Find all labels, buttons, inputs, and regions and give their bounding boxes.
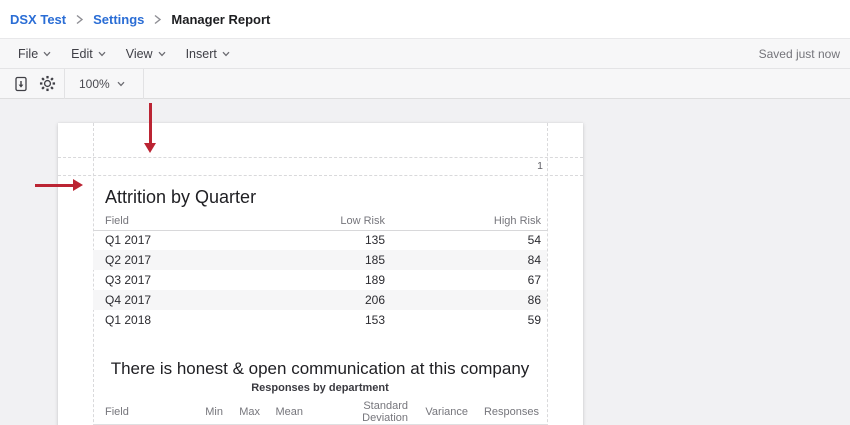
column-header: Low Risk [340, 214, 385, 227]
document-canvas: 1 Attrition by Quarter Field Low Risk High… [0, 99, 850, 425]
report-widget-communication[interactable]: There is honest & open communication at … [93, 358, 547, 425]
page-number: 1 [537, 160, 543, 172]
chevron-right-icon [153, 14, 162, 25]
table-cell: 153 [364, 313, 385, 327]
table-row: Q2 2017 185 84 [93, 250, 547, 270]
column-header: Variance [425, 406, 468, 418]
table-cell: 54 [527, 233, 541, 248]
menu-bar: File Edit View Insert Saved just now [0, 39, 850, 69]
menu-file-label: File [18, 46, 39, 61]
table-cell: 206 [364, 293, 385, 307]
table-row: Q3 2017 189 67 [93, 270, 547, 290]
table-cell: Q1 2017 [105, 233, 152, 248]
widget-title: There is honest & open communication at … [110, 359, 530, 378]
column-header: Field [105, 214, 129, 227]
menu-file[interactable]: File [8, 39, 61, 68]
table-header-row: Field Min Max Mean Standard Deviation Varianc… [93, 400, 547, 425]
table-cell: 189 [364, 273, 385, 287]
menu-edit-label: Edit [71, 46, 93, 61]
column-header: Field [105, 406, 129, 418]
chevron-down-icon [117, 81, 125, 86]
menu-view[interactable]: View [116, 39, 176, 68]
column-header: Mean [275, 406, 303, 418]
menu-insert[interactable]: Insert [176, 39, 240, 68]
toolbar-divider [64, 68, 65, 99]
table-cell: 86 [527, 293, 541, 307]
column-header: High Risk [493, 214, 541, 227]
table-cell: Q4 2017 [105, 293, 152, 307]
chevron-down-icon [43, 51, 51, 56]
chevron-down-icon [222, 51, 230, 56]
table-cell: 185 [364, 253, 385, 267]
header-margin-guide [58, 157, 583, 158]
table-cell: Q3 2017 [105, 273, 152, 287]
toolbar-divider [142, 68, 144, 99]
table-cell: 67 [527, 273, 541, 287]
breadcrumb-link-settings[interactable]: Settings [93, 11, 145, 27]
breadcrumb-current-page: Manager Report [171, 11, 271, 27]
table-cell: 84 [527, 253, 541, 267]
menu-insert-label: Insert [185, 46, 217, 61]
export-report-icon [15, 76, 27, 91]
breadcrumb: DSX Test Settings Manager Report [0, 0, 850, 39]
table-cell: 135 [364, 233, 385, 248]
menu-edit[interactable]: Edit [61, 39, 116, 68]
column-header: Max [239, 406, 260, 418]
column-header: Standard Deviation [362, 400, 408, 424]
report-page[interactable]: 1 Attrition by Quarter Field Low Risk High… [58, 123, 583, 425]
zoom-level-value: 100% [79, 76, 110, 91]
save-status: Saved just now [758, 46, 840, 61]
right-margin-guide [547, 123, 548, 425]
zoom-level-dropdown[interactable]: 100% [65, 69, 139, 99]
responses-table: Field Min Max Mean Standard Deviation Varianc… [93, 400, 547, 425]
table-cell: 59 [527, 313, 541, 327]
settings-gear-icon [39, 75, 55, 92]
chevron-right-icon [75, 14, 84, 25]
breadcrumb-link-dsx-test[interactable]: DSX Test [10, 11, 67, 27]
table-row: Q1 2017 135 54 [93, 230, 547, 250]
export-report-button[interactable] [8, 69, 34, 99]
widget-title: Attrition by Quarter [105, 187, 257, 207]
column-header: Min [205, 406, 223, 418]
toolbar: 100% [0, 68, 850, 99]
column-header: Responses [483, 406, 539, 418]
attrition-table: Field Low Risk High Risk Q1 2017 135 54 Q2 20… [93, 212, 547, 330]
chevron-down-icon [158, 51, 166, 56]
table-cell: Q2 2017 [105, 253, 152, 267]
chevron-down-icon [98, 51, 106, 56]
table-row: Q1 2018 153 59 [93, 310, 547, 330]
header-margin-guide [58, 175, 583, 176]
report-widget-attrition[interactable]: Attrition by Quarter Field Low Risk High R… [93, 175, 547, 330]
widget-subtitle: Responses by department [251, 382, 389, 394]
menu-view-label: View [125, 46, 153, 61]
table-header-row: Field Low Risk High Risk [93, 212, 547, 230]
page-content: Attrition by Quarter Field Low Risk High R… [93, 175, 547, 425]
report-settings-button[interactable] [34, 69, 60, 99]
table-row: Q4 2017 206 86 [93, 290, 547, 310]
table-cell: Q1 2018 [105, 313, 152, 327]
left-margin-guide [93, 123, 94, 425]
